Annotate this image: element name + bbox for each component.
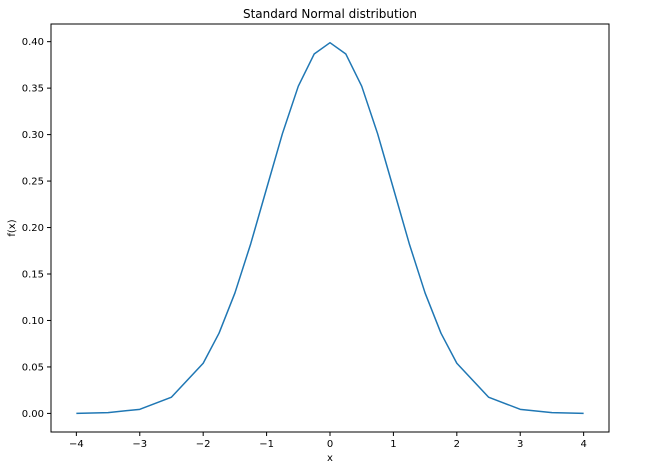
- x-tick-label: 3: [517, 439, 523, 450]
- y-tick-label: 0.05: [22, 362, 44, 373]
- y-tick-label: 0.00: [22, 409, 44, 420]
- x-tick-label: −2: [196, 439, 211, 450]
- series-line: [76, 41, 584, 415]
- y-axis: 0.00 0.05 0.10 0.15 0.20 0.25 0.30 0.35 0.40: [22, 37, 51, 420]
- x-tick-label: −3: [132, 439, 147, 450]
- x-axis: −4 −3 −2 −1 0 1 2 3 4: [69, 432, 587, 450]
- y-tick-label: 0.10: [22, 316, 44, 327]
- y-tick-label: 0.20: [22, 223, 44, 234]
- x-tick-label: 2: [454, 439, 460, 450]
- y-tick-label: 0.30: [22, 130, 44, 141]
- y-tick-label: 0.40: [22, 37, 44, 48]
- chart-title: Standard Normal distribution: [243, 7, 417, 21]
- x-tick-label: −1: [259, 439, 274, 450]
- y-tick-label: 0.25: [22, 177, 44, 188]
- y-axis-title: f(x): [7, 219, 18, 236]
- x-axis-title: x: [327, 453, 333, 461]
- y-tick-label: 0.15: [22, 270, 44, 281]
- x-tick-label: 0: [327, 439, 333, 450]
- x-tick-label: −4: [69, 439, 84, 450]
- y-tick-label: 0.35: [22, 84, 44, 95]
- plot-area-frame: [50, 23, 610, 433]
- x-tick-label: 1: [390, 439, 396, 450]
- x-tick-label: 4: [580, 439, 586, 450]
